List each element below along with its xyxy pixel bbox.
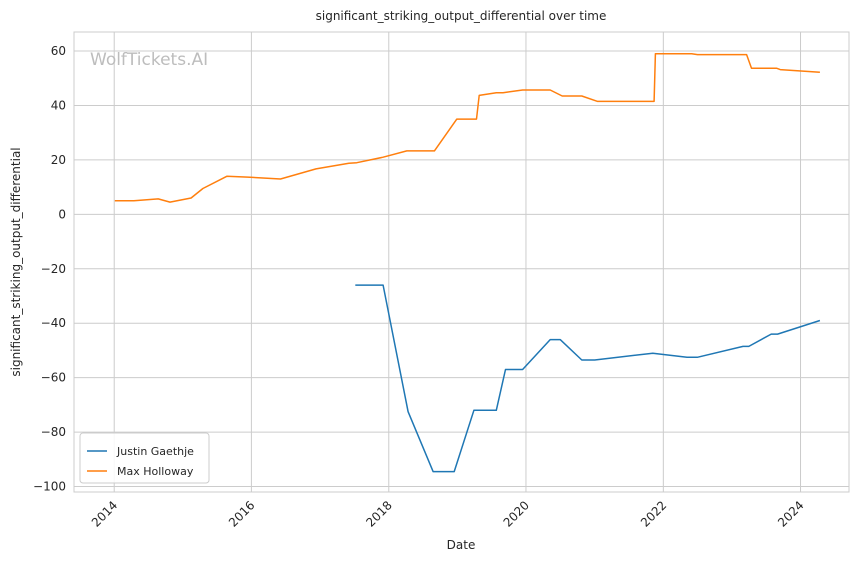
- y-tick-label: −60: [41, 371, 66, 385]
- legend-label-justin-gaethje: Justin Gaethje: [116, 445, 194, 458]
- x-tick-label: 2022: [638, 498, 669, 529]
- plot-area: [73, 31, 850, 493]
- y-axis-label: significant_striking_output_differential: [9, 147, 23, 376]
- y-tick-label: 60: [51, 44, 66, 58]
- y-tick-label: 40: [51, 98, 66, 112]
- watermark: WolfTickets.AI: [90, 50, 208, 70]
- series-line-justin-gaethje: [355, 284, 821, 473]
- legend-label-max-holloway: Max Holloway: [117, 465, 194, 478]
- x-tick-label: 2024: [775, 498, 806, 529]
- y-tick-label: 0: [58, 207, 66, 221]
- y-axis-ticks: 60 40 20 0 −20 −40 −60 −80 −100: [33, 44, 66, 494]
- x-axis-ticks: 2014 2016 2018 2020 2022 2024: [89, 498, 807, 529]
- y-tick-label: −80: [41, 425, 66, 439]
- x-tick-label: 2016: [226, 498, 257, 529]
- series-lines: [114, 53, 821, 473]
- x-tick-label: 2018: [363, 498, 394, 529]
- series-line-max-holloway: [114, 53, 820, 203]
- legend: Justin Gaethje Max Holloway: [79, 432, 210, 484]
- y-tick-label: −20: [41, 262, 66, 276]
- x-tick-label: 2014: [89, 498, 120, 529]
- y-tick-label: −100: [33, 480, 66, 494]
- grid: [74, 32, 849, 492]
- plot-background: [73, 31, 850, 493]
- x-tick-label: 2020: [501, 498, 532, 529]
- y-tick-label: 20: [51, 153, 66, 167]
- chart-title: significant_striking_output_differential…: [316, 9, 607, 23]
- legend-box: [79, 432, 210, 484]
- y-tick-label: −40: [41, 316, 66, 330]
- x-axis-label: Date: [447, 538, 476, 552]
